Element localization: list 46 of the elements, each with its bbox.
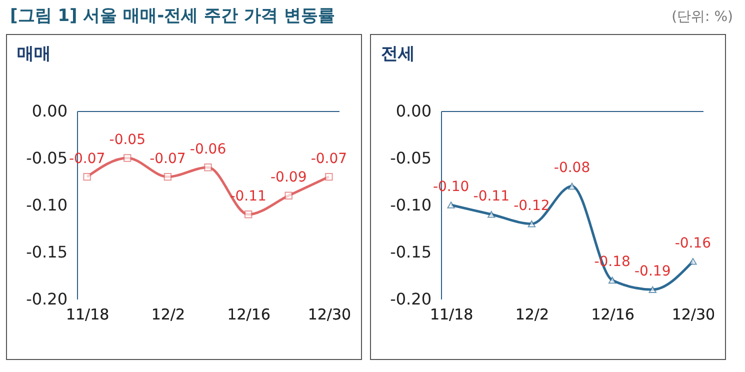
chart-subtitle: 전세 bbox=[381, 44, 415, 64]
point bbox=[608, 276, 616, 284]
point bbox=[528, 220, 536, 228]
text: -0.19 bbox=[634, 264, 671, 280]
point bbox=[284, 192, 292, 200]
y-tick-label: -0.05 bbox=[26, 148, 68, 168]
text: -0.07 bbox=[310, 150, 348, 167]
text: -0.11 bbox=[473, 188, 510, 204]
text: -0.07 bbox=[150, 150, 186, 167]
y-tick-label: -0.15 bbox=[390, 242, 432, 262]
x-tick-label: 12/30 bbox=[308, 306, 352, 324]
y-tick-label: -0.10 bbox=[390, 196, 432, 214]
point bbox=[164, 172, 172, 181]
x-tick-label: 11/18 bbox=[430, 306, 474, 324]
point bbox=[488, 210, 496, 218]
y-tick-label: -0.20 bbox=[390, 290, 432, 308]
point bbox=[648, 286, 656, 294]
x-tick-label: 12/30 bbox=[672, 306, 716, 324]
text: -0.06 bbox=[190, 141, 226, 158]
x-tick-label: 12/2 bbox=[151, 306, 186, 324]
y-tick-label: -0.15 bbox=[26, 242, 68, 262]
y-tick-label: 0.00 bbox=[32, 102, 68, 120]
point bbox=[447, 202, 455, 208]
text: -0.16 bbox=[674, 235, 712, 252]
point bbox=[124, 154, 132, 162]
y-tick-label: -0.05 bbox=[390, 148, 432, 168]
x-tick-label: 12/16 bbox=[227, 306, 270, 324]
x-tick-label: 12/2 bbox=[515, 306, 550, 324]
point bbox=[568, 182, 576, 190]
point bbox=[689, 258, 697, 265]
text: -0.08 bbox=[554, 160, 590, 176]
y-tick-label: -0.10 bbox=[26, 196, 68, 214]
point bbox=[83, 172, 91, 181]
x-tick-label: 12/16 bbox=[591, 306, 634, 324]
point bbox=[204, 164, 212, 172]
point bbox=[244, 210, 252, 218]
text: -0.12 bbox=[514, 198, 550, 214]
text: -0.09 bbox=[270, 170, 307, 186]
point bbox=[325, 172, 333, 181]
y-tick-label: -0.20 bbox=[26, 290, 68, 308]
chart-title: [그림 1] 서울 매매-전세 주간 가격 변동률 bbox=[10, 5, 335, 27]
y-tick-label: 0.00 bbox=[396, 102, 432, 120]
chart-subtitle: 매매 bbox=[17, 44, 51, 64]
text: -0.05 bbox=[109, 132, 146, 148]
text: (단위: %) bbox=[672, 8, 733, 26]
x-tick-label: 11/18 bbox=[66, 306, 110, 324]
